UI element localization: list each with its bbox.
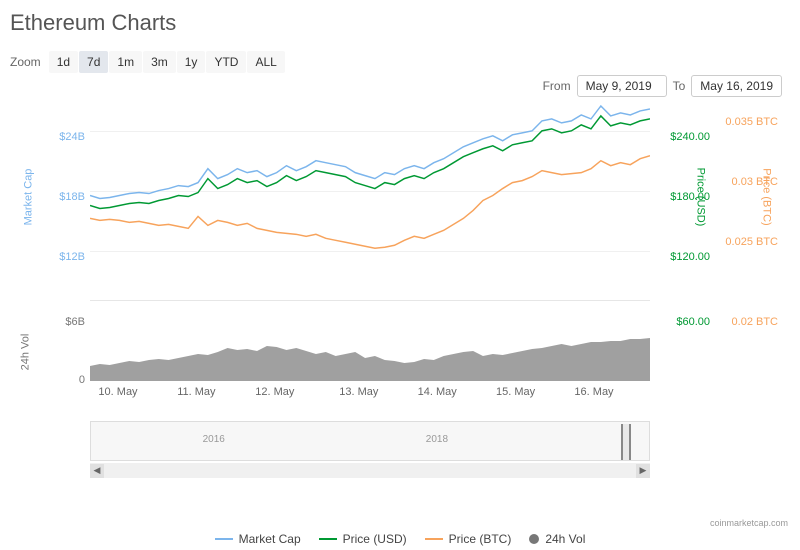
legend-swatch [529,534,539,544]
legend-item-price-btc-[interactable]: Price (BTC) [425,532,512,546]
legend-label: Market Cap [239,532,301,546]
axis-tick: $60.00 [676,316,710,328]
nav-tick: 2016 [203,434,225,445]
from-date-input[interactable]: May 9, 2019 [577,75,667,97]
to-label: To [673,79,686,93]
zoom-btn-1d[interactable]: 1d [49,51,78,73]
chart-wrap: Market Cap 24h Vol Price (USD) Price (BT… [10,101,790,421]
axis-tick: $6B [50,316,85,328]
x-tick: 16. May [574,386,613,398]
axis-tick: 0 [50,374,85,386]
zoom-btn-3m[interactable]: 3m [143,51,176,73]
navigator-scrollbar[interactable]: ◀ ▶ [90,463,650,478]
date-range: From May 9, 2019 To May 16, 2019 [543,75,782,97]
volume-area [90,338,650,381]
legend-label: Price (BTC) [449,532,512,546]
legend-swatch [215,538,233,540]
attribution-text: coinmarketcap.com [710,518,788,528]
legend-label: Price (USD) [343,532,407,546]
zoom-btn-ytd[interactable]: YTD [206,51,246,73]
range-navigator[interactable]: 2016 2018 [90,421,650,461]
x-tick: 14. May [418,386,457,398]
legend-label: 24h Vol [545,532,585,546]
x-tick: 15. May [496,386,535,398]
chart-title: Ethereum Charts [10,10,790,36]
zoom-group: Zoom 1d7d1m3m1yYTDALL [10,51,790,73]
scroll-left-icon[interactable]: ◀ [90,464,104,478]
zoom-btn-1m[interactable]: 1m [109,51,142,73]
scroll-right-icon[interactable]: ▶ [636,464,650,478]
legend-item-market-cap[interactable]: Market Cap [215,532,301,546]
from-label: From [543,79,571,93]
main-chart-area[interactable] [90,101,650,301]
zoom-btn-1y[interactable]: 1y [177,51,206,73]
navigator-handle[interactable] [621,424,631,460]
axis-tick: $120.00 [670,251,710,263]
axis-tick: $18B [50,191,85,203]
zoom-btn-7d[interactable]: 7d [79,51,108,73]
axis-tick: $240.00 [670,131,710,143]
to-date-input[interactable]: May 16, 2019 [691,75,782,97]
x-tick: 11. May [177,386,215,398]
zoom-btn-all[interactable]: ALL [247,51,284,73]
axis-tick: 0.02 BTC [732,316,778,328]
x-tick: 12. May [255,386,294,398]
series-market_cap [90,106,650,199]
x-tick: 13. May [339,386,378,398]
left-axis-label-market-cap: Market Cap [22,169,34,226]
x-axis: 10. May 11. May 12. May 13. May 14. May 15. M… [90,386,650,406]
axis-tick: 0.03 BTC [732,176,778,188]
controls-row: Zoom 1d7d1m3m1yYTDALL From May 9, 2019 T… [10,51,790,101]
legend-swatch [319,538,337,540]
axis-tick: $12B [50,251,85,263]
chart-legend: Market Cap Price (USD) Price (BTC) 24h Vol [0,532,800,546]
axis-tick: 0.035 BTC [725,116,778,128]
zoom-label: Zoom [10,55,41,69]
line-chart-svg [90,101,650,300]
axis-tick: $180.00 [670,191,710,203]
volume-svg [90,316,650,381]
nav-tick: 2018 [426,434,448,445]
axis-tick: 0.025 BTC [725,236,778,248]
series-price_btc [90,156,650,249]
legend-item-price-usd-[interactable]: Price (USD) [319,532,407,546]
axis-tick: $24B [50,131,85,143]
x-tick: 10. May [98,386,137,398]
series-price_usd [90,116,650,209]
left-axis-label-vol: 24h Vol [19,334,31,371]
legend-item-24h-vol[interactable]: 24h Vol [529,532,585,546]
volume-chart-area [90,316,650,381]
legend-swatch [425,538,443,540]
